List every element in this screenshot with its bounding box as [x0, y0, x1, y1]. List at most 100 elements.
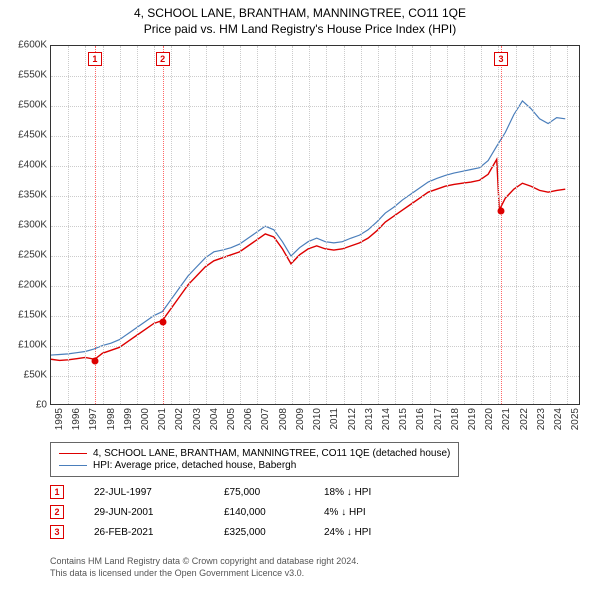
gridline-v — [223, 46, 224, 404]
gridline-v — [326, 46, 327, 404]
event-row-marker: 3 — [50, 525, 64, 539]
gridline-v — [292, 46, 293, 404]
y-axis-label: £500K — [2, 100, 47, 111]
y-axis-label: £450K — [2, 130, 47, 141]
y-axis-label: £200K — [2, 280, 47, 291]
x-axis-label: 2000 — [140, 408, 151, 430]
x-axis-label: 2010 — [312, 408, 323, 430]
events-table: 122-JUL-1997£75,00018% ↓ HPI 2 29-JUN-2001… — [50, 485, 424, 545]
x-axis-label: 2025 — [570, 408, 581, 430]
x-axis-label: 2009 — [295, 408, 306, 430]
x-axis-label: 2014 — [381, 408, 392, 430]
event-row-marker: 2 — [50, 505, 64, 519]
gridline-h — [51, 106, 579, 107]
title-block: 4, SCHOOL LANE, BRANTHAM, MANNINGTREE, C… — [0, 0, 600, 36]
y-axis-label: £400K — [2, 160, 47, 171]
chart-container: 4, SCHOOL LANE, BRANTHAM, MANNINGTREE, C… — [0, 0, 600, 590]
y-axis-label: £350K — [2, 190, 47, 201]
title-subtitle: Price paid vs. HM Land Registry's House … — [0, 22, 600, 36]
event-marker-2: 2 — [156, 52, 170, 66]
x-axis-label: 2013 — [364, 408, 375, 430]
gridline-h — [51, 316, 579, 317]
gridline-v — [257, 46, 258, 404]
event-marker-3: 3 — [494, 52, 508, 66]
gridline-v — [171, 46, 172, 404]
y-axis-label: £0 — [2, 400, 47, 411]
legend-label: 4, SCHOOL LANE, BRANTHAM, MANNINGTREE, C… — [93, 448, 450, 459]
x-axis-label: 2023 — [536, 408, 547, 430]
y-axis-label: £600K — [2, 40, 47, 51]
event-row-price: £325,000 — [224, 527, 324, 538]
gridline-h — [51, 136, 579, 137]
legend-swatch — [59, 465, 87, 466]
title-address: 4, SCHOOL LANE, BRANTHAM, MANNINGTREE, C… — [0, 6, 600, 20]
event-row-diff: 4% ↓ HPI — [324, 507, 424, 518]
gridline-v — [103, 46, 104, 404]
gridline-h — [51, 196, 579, 197]
x-axis-label: 1997 — [88, 408, 99, 430]
gridline-v — [430, 46, 431, 404]
x-axis-label: 2001 — [157, 408, 168, 430]
event-dot — [159, 319, 166, 326]
gridline-h — [51, 286, 579, 287]
legend-swatch — [59, 453, 87, 454]
event-row-marker: 1 — [50, 485, 64, 499]
footer-line1: Contains HM Land Registry data © Crown c… — [50, 556, 359, 568]
gridline-v — [567, 46, 568, 404]
gridline-v — [395, 46, 396, 404]
event-row-price: £140,000 — [224, 507, 324, 518]
gridline-v — [137, 46, 138, 404]
event-row: 122-JUL-1997£75,00018% ↓ HPI — [50, 485, 424, 499]
y-axis-label: £50K — [2, 370, 47, 381]
gridline-v — [378, 46, 379, 404]
x-axis-label: 2002 — [174, 408, 185, 430]
gridline-v — [206, 46, 207, 404]
event-dot — [497, 208, 504, 215]
gridline-v — [344, 46, 345, 404]
x-axis-label: 2006 — [243, 408, 254, 430]
x-axis-label: 2022 — [519, 408, 530, 430]
x-axis-label: 2005 — [226, 408, 237, 430]
gridline-v — [550, 46, 551, 404]
event-dot — [91, 358, 98, 365]
gridline-v — [481, 46, 482, 404]
x-axis-label: 2024 — [553, 408, 564, 430]
legend-label: HPI: Average price, detached house, Babe… — [93, 460, 296, 471]
x-axis-label: 2019 — [467, 408, 478, 430]
event-vline — [95, 46, 96, 404]
gridline-v — [240, 46, 241, 404]
gridline-h — [51, 76, 579, 77]
gridline-v — [189, 46, 190, 404]
x-axis-label: 2004 — [209, 408, 220, 430]
gridline-v — [412, 46, 413, 404]
x-axis-label: 2008 — [278, 408, 289, 430]
event-row-diff: 24% ↓ HPI — [324, 527, 424, 538]
x-axis-label: 2012 — [347, 408, 358, 430]
gridline-v — [361, 46, 362, 404]
event-row: 2 29-JUN-2001£140,0004% ↓ HPI — [50, 505, 424, 519]
x-axis-label: 2016 — [415, 408, 426, 430]
y-axis-label: £250K — [2, 250, 47, 261]
gridline-v — [68, 46, 69, 404]
y-axis-label: £550K — [2, 70, 47, 81]
gridline-v — [464, 46, 465, 404]
footer: Contains HM Land Registry data © Crown c… — [50, 556, 359, 579]
event-vline — [163, 46, 164, 404]
event-row-date: 26-FEB-2021 — [94, 527, 224, 538]
gridline-v — [533, 46, 534, 404]
gridline-v — [447, 46, 448, 404]
x-axis-label: 1998 — [106, 408, 117, 430]
gridline-h — [51, 166, 579, 167]
chart-plot-area: 123 — [50, 45, 580, 405]
y-axis-label: £150K — [2, 310, 47, 321]
footer-line2: This data is licensed under the Open Gov… — [50, 568, 359, 580]
x-axis-label: 1996 — [71, 408, 82, 430]
event-row-date: 29-JUN-2001 — [94, 507, 224, 518]
gridline-v — [85, 46, 86, 404]
x-axis-label: 2018 — [450, 408, 461, 430]
legend-row: 4, SCHOOL LANE, BRANTHAM, MANNINGTREE, C… — [59, 448, 450, 459]
gridline-v — [120, 46, 121, 404]
y-axis-label: £300K — [2, 220, 47, 231]
y-axis-label: £100K — [2, 340, 47, 351]
x-axis-label: 2017 — [433, 408, 444, 430]
